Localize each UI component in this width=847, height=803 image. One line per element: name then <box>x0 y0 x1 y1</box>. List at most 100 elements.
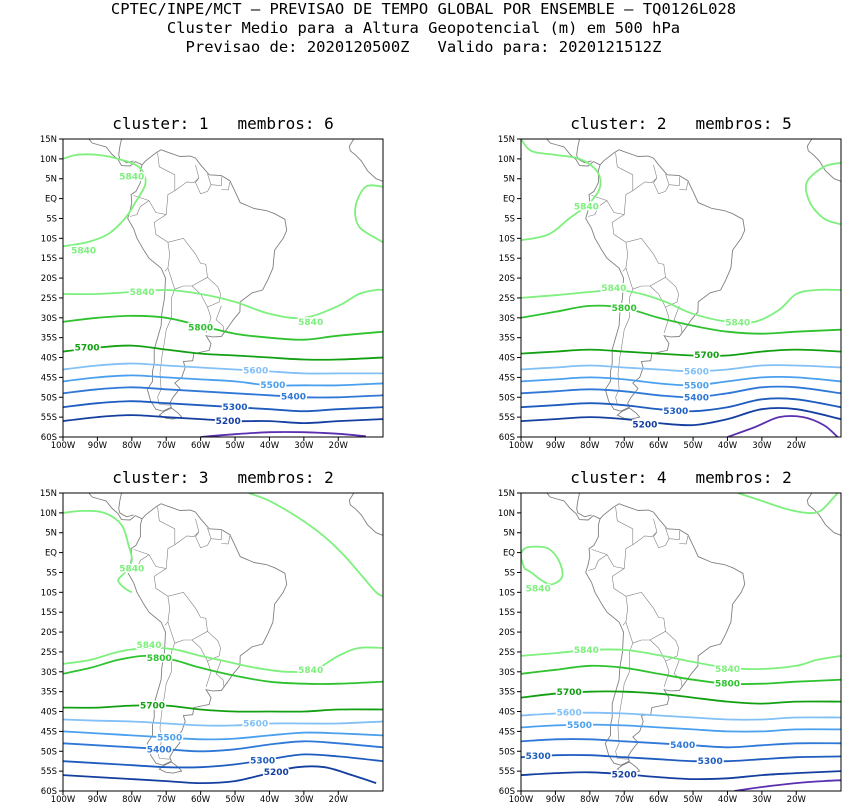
lat-tick-label: 15S <box>499 254 515 264</box>
country-border <box>615 289 634 406</box>
coastline-south-america <box>585 149 746 412</box>
country-border <box>130 200 150 217</box>
lon-tick-label: 40W <box>718 795 738 803</box>
country-border <box>221 181 231 191</box>
lon-tick-label: 60W <box>191 441 211 451</box>
lat-tick-label: 20S <box>499 628 515 638</box>
contour-5200 <box>63 414 383 425</box>
panel-2-title: cluster: 2 membros: 5 <box>570 114 792 133</box>
map-panel-4-svg: 5840584058405800570056005500540053005300… <box>498 489 842 803</box>
country-border <box>153 214 169 243</box>
lat-tick-label: 40S <box>499 354 515 364</box>
country-border <box>195 173 212 195</box>
country-border <box>195 527 212 549</box>
lon-tick-label: 70W <box>615 441 635 451</box>
country-border <box>195 164 200 178</box>
coastline-africa <box>806 139 841 182</box>
lat-tick-label: 60S <box>41 433 57 443</box>
lon-tick-label: 30W <box>294 795 314 803</box>
contour-5840 <box>804 161 841 226</box>
contour-label-5840: 5840 <box>130 288 155 298</box>
country-border <box>588 554 608 571</box>
lat-tick-label: 35S <box>41 688 57 698</box>
country-border <box>653 518 658 532</box>
map-panel-1: 5840 5840 5840 5840 5800 5700 5600 5500 5400 5300… <box>40 135 384 451</box>
lon-tick-label: 80W <box>580 795 600 803</box>
contour-5700 <box>521 690 841 705</box>
contour-5800 <box>63 654 383 685</box>
lon-tick-label: 70W <box>157 441 177 451</box>
lat-tick-label: 5S <box>504 569 515 579</box>
lat-tick-label: 50S <box>499 393 515 403</box>
lon-tick-label: 90W <box>546 441 566 451</box>
contour-5300 <box>63 400 383 413</box>
map-panel-2-svg: 5840 5840 5840 5800 5700 5600 5500 5400 5300 5200… <box>498 135 842 451</box>
contour-label-5800: 5800 <box>188 324 213 334</box>
lon-tick-label: 70W <box>157 795 177 803</box>
lat-tick-label: 30S <box>41 314 57 324</box>
header: CPTEC/INPE/MCT — PREVISAO DE TEMPO GLOBA… <box>0 0 847 57</box>
contour-label-5800: 5800 <box>715 679 740 689</box>
lat-tick-label: 15S <box>41 254 57 264</box>
lat-tick-label: 10S <box>499 588 515 598</box>
lat-tick-label: 45S <box>41 727 57 737</box>
lat-tick-label: 10S <box>41 234 57 244</box>
map-panel-1-svg: 5840 5840 5840 5840 5800 5700 5600 5500 5400 5300… <box>40 135 384 451</box>
lat-tick-label: 15N <box>40 489 57 499</box>
header-subtitle: Cluster Medio para a Altura Geopotencial… <box>166 19 681 37</box>
contour-5600 <box>63 362 383 375</box>
country-border <box>167 591 208 644</box>
contour-5700 <box>63 344 383 361</box>
lat-tick-label: 5N <box>45 175 57 185</box>
contour-label-5400: 5400 <box>281 393 306 403</box>
p3-frame <box>62 492 384 792</box>
lat-tick-label: 15N <box>498 489 515 499</box>
panel-3-title: cluster: 3 membros: 2 <box>112 468 334 487</box>
lat-tick-label: 30S <box>499 668 515 678</box>
contour-5600 <box>521 364 841 373</box>
panel-4-title: cluster: 4 membros: 2 <box>570 468 792 487</box>
contour-label-5700: 5700 <box>694 351 719 361</box>
lat-tick-label: EQ <box>45 195 57 205</box>
lat-tick-label: 10S <box>499 234 515 244</box>
contour-label-5600: 5600 <box>684 367 709 377</box>
contour-label-5700: 5700 <box>557 688 582 698</box>
contour-5840 <box>63 509 133 594</box>
lat-tick-label: 50S <box>499 747 515 757</box>
contour-label-5200: 5200 <box>632 420 657 430</box>
lon-tick-label: 50W <box>683 441 703 451</box>
contour-5840 <box>354 184 383 244</box>
country-border <box>167 237 208 290</box>
coastline-tierra-del-fuego <box>158 407 183 420</box>
contour-5300 <box>63 753 383 769</box>
lat-tick-label: 40S <box>41 354 57 364</box>
contour-5400 <box>521 385 841 399</box>
lat-tick-label: 30S <box>41 668 57 678</box>
lon-tick-label: 40W <box>718 441 738 451</box>
contour-label-5840: 5840 <box>526 584 551 594</box>
country-border <box>195 518 200 532</box>
contour-5100 <box>727 415 839 437</box>
lon-tick-label: 60W <box>191 795 211 803</box>
country-border <box>649 277 679 308</box>
country-border <box>611 214 627 243</box>
country-border <box>588 200 608 217</box>
country-border <box>133 152 176 215</box>
country-border <box>668 176 680 186</box>
lon-tick-label: 60W <box>649 795 669 803</box>
contour-label-5840: 5840 <box>574 203 599 213</box>
contour-5840 <box>63 288 383 320</box>
lat-tick-label: EQ <box>503 549 515 559</box>
lat-tick-label: 10N <box>498 509 515 519</box>
contour-label-5500: 5500 <box>684 381 709 391</box>
contour-5400 <box>521 738 841 749</box>
coastline-central-america <box>88 139 143 167</box>
country-border <box>615 643 634 760</box>
contour-label-5840: 5840 <box>298 666 323 676</box>
country-border <box>153 568 169 597</box>
contour-label-5600: 5600 <box>557 709 582 719</box>
lat-tick-label: 15N <box>498 135 515 145</box>
country-border <box>653 527 670 549</box>
lon-tick-label: 100W <box>51 441 76 451</box>
contour-5840 <box>521 139 602 242</box>
